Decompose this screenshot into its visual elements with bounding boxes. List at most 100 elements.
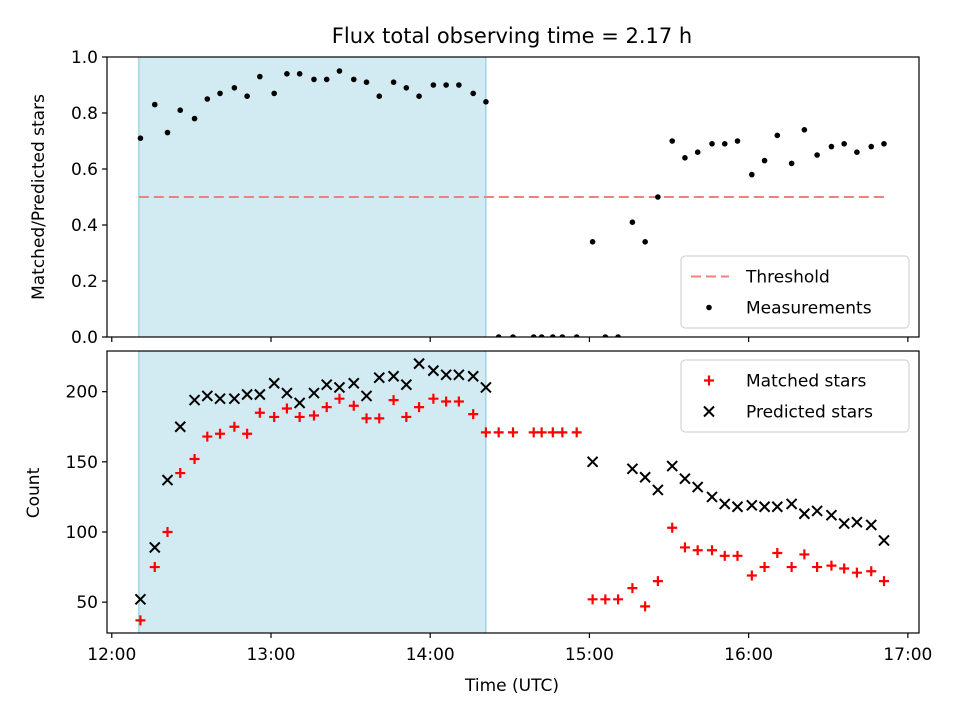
- predicted-star-point: [851, 516, 863, 528]
- matched-star-point: [839, 563, 850, 574]
- measurement-point: [403, 85, 410, 91]
- measurement-point: [376, 93, 383, 99]
- measurement-point: [456, 82, 462, 88]
- measurement-point: [231, 85, 238, 91]
- predicted-star-point: [652, 484, 664, 496]
- measurement-point: [828, 143, 835, 150]
- predicted-star-point: [321, 378, 333, 391]
- matched-star-point: [536, 427, 547, 438]
- panel-count-data: [134, 357, 890, 626]
- predicted-star-point: [719, 498, 731, 510]
- matched-star-point: [215, 428, 226, 439]
- matched-star-point: [571, 427, 582, 438]
- measurement-point: [151, 101, 158, 108]
- predicted-star-point: [865, 519, 877, 531]
- legend-ratio: Threshold Measurements: [680, 255, 910, 329]
- measurement-point: [296, 71, 303, 77]
- matched-star-point: [719, 550, 730, 561]
- predicted-star-point: [333, 381, 346, 394]
- measurement-point: [881, 141, 887, 147]
- legend-label: Threshold: [745, 268, 830, 288]
- predicted-star-point: [639, 471, 651, 483]
- measurement-point: [559, 334, 566, 337]
- matched-star-point: [772, 548, 783, 559]
- predicted-star-point: [838, 517, 850, 530]
- measurement-point: [390, 79, 397, 85]
- predicted-star-point: [586, 456, 599, 468]
- measurement-point: [801, 127, 808, 133]
- predicted-star-point: [691, 481, 704, 493]
- measurement-point: [615, 334, 621, 337]
- matched-star-point: [732, 550, 743, 561]
- matched-star-point: [600, 594, 611, 605]
- predicted-star-point: [798, 508, 811, 520]
- measurement-point: [177, 107, 184, 113]
- measurement-point: [204, 96, 211, 102]
- measurement-point: [350, 76, 357, 83]
- predicted-star-point: [174, 421, 186, 433]
- predicted-star-point: [679, 472, 691, 485]
- measurement-point: [841, 141, 847, 147]
- measurement-point: [538, 334, 545, 337]
- matched-star-point: [878, 576, 889, 587]
- measurement-point: [573, 334, 580, 337]
- legend-label: Predicted stars: [746, 403, 873, 423]
- predicted-star-point: [348, 377, 360, 389]
- measurement-point: [788, 160, 795, 167]
- predicted-star-point: [188, 394, 201, 406]
- matched-star-point: [508, 427, 518, 438]
- measurement-point: [682, 155, 688, 161]
- measurement-point: [430, 82, 437, 88]
- y-axis-label-ratio: Matched/Predicted stars: [29, 94, 49, 300]
- predicted-star-point: [758, 501, 771, 513]
- measurement-point: [694, 149, 701, 155]
- legend-box: [680, 359, 910, 433]
- matched-star-point: [826, 560, 837, 571]
- measurement-point: [550, 334, 556, 337]
- predicted-star-point: [254, 388, 266, 401]
- measurement-point: [749, 171, 755, 178]
- panel-ratio-frame: [106, 56, 920, 338]
- measurement-point: [217, 90, 223, 97]
- matched-star-point: [441, 396, 452, 407]
- legend-predicted-marker: [703, 405, 715, 418]
- x-tick-label: 16:00: [724, 645, 773, 665]
- measurement-point: [602, 334, 609, 337]
- y-tick-label: 0.0: [71, 328, 98, 348]
- matched-star-point: [667, 522, 678, 533]
- measurement-point: [721, 141, 728, 147]
- y-tick-label: 150: [66, 453, 98, 473]
- predicted-star-point: [706, 491, 718, 503]
- predicted-star-point: [149, 541, 161, 554]
- measurement-point: [244, 93, 250, 99]
- x-tick-label: 15:00: [565, 645, 614, 665]
- matched-star-point: [679, 542, 690, 553]
- predicted-star-point: [281, 387, 293, 399]
- predicted-star-point: [308, 387, 320, 399]
- measurement-point: [164, 129, 171, 136]
- predicted-star-point: [731, 501, 744, 513]
- predicted-star-point: [771, 501, 784, 513]
- measurement-point: [470, 90, 476, 97]
- y-axis-label-count: Count: [24, 467, 44, 518]
- matched-star-point: [202, 431, 213, 442]
- matched-star-point: [175, 468, 186, 479]
- panel-ratio-data: [137, 68, 887, 337]
- matched-star-point: [707, 545, 718, 556]
- predicted-star-point: [293, 397, 306, 409]
- matched-star-point: [786, 562, 797, 573]
- matched-star-point: [759, 562, 770, 573]
- predicted-star-point: [440, 369, 452, 381]
- y-tick-label: 50: [76, 593, 98, 613]
- measurement-point: [137, 135, 144, 141]
- measurement-point: [854, 149, 860, 155]
- predicted-star-point: [268, 377, 280, 389]
- matched-star-point: [189, 454, 200, 465]
- chart-title: Flux total observing time = 2.17 h: [332, 24, 692, 48]
- predicted-star-point: [785, 498, 798, 510]
- predicted-star-point: [400, 378, 413, 391]
- matched-star-point: [374, 413, 385, 424]
- predicted-star-point: [811, 505, 823, 517]
- measurement-point: [774, 132, 781, 139]
